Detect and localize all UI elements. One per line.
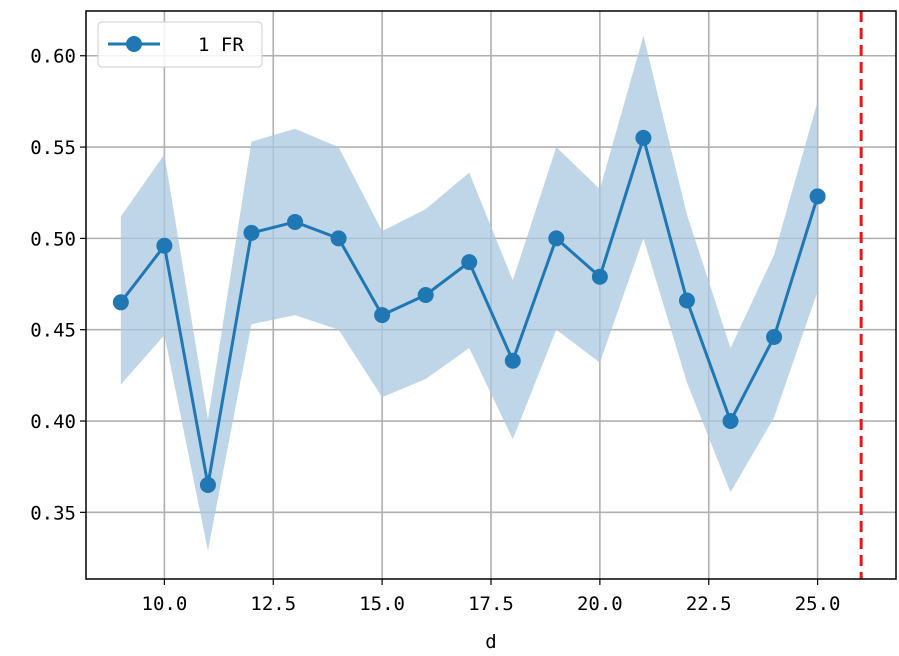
y-tick-label: 0.50 xyxy=(30,228,76,250)
legend-marker-swatch xyxy=(126,36,142,52)
data-point xyxy=(330,230,347,247)
legend-box xyxy=(97,21,263,68)
data-point xyxy=(112,294,129,311)
y-tick-label: 0.45 xyxy=(30,320,76,342)
x-axis-ticks: 10.0 12.5 15.0 17.5 20.0 22.5 25.0 xyxy=(142,579,841,615)
y-tick-label: 0.60 xyxy=(30,46,76,68)
data-point xyxy=(548,230,565,247)
data-point xyxy=(156,237,173,254)
y-tick-label: 0.55 xyxy=(30,137,76,159)
x-tick-label: 10.0 xyxy=(142,593,188,615)
data-point xyxy=(199,476,216,493)
data-point xyxy=(809,188,826,205)
data-point xyxy=(417,287,434,303)
data-point xyxy=(766,329,783,346)
y-tick-label: 0.40 xyxy=(30,411,76,433)
x-tick-label: 17.5 xyxy=(468,593,514,615)
confidence-band xyxy=(120,35,818,551)
data-point xyxy=(722,413,739,430)
y-tick-label: 0.35 xyxy=(30,502,76,524)
x-axis-label: d xyxy=(485,631,496,653)
y-axis-ticks: 0.35 0.40 0.45 0.50 0.55 0.60 xyxy=(30,46,86,524)
legend-label: 1 FR xyxy=(198,34,244,56)
data-point xyxy=(591,268,608,285)
data-point xyxy=(287,213,304,230)
x-tick-label: 22.5 xyxy=(686,593,732,615)
x-tick-label: 25.0 xyxy=(795,593,841,615)
x-tick-label: 15.0 xyxy=(359,593,405,615)
data-point xyxy=(504,352,521,369)
confidence-band-layer xyxy=(120,35,818,551)
data-point xyxy=(374,307,391,324)
data-point xyxy=(635,129,652,146)
data-point xyxy=(243,224,260,241)
data-point xyxy=(678,292,695,309)
legend: 1 FR xyxy=(97,21,263,68)
series-markers-layer xyxy=(112,129,826,493)
data-point xyxy=(461,254,478,271)
x-tick-label: 12.5 xyxy=(250,593,296,615)
x-tick-label: 20.0 xyxy=(577,593,623,615)
